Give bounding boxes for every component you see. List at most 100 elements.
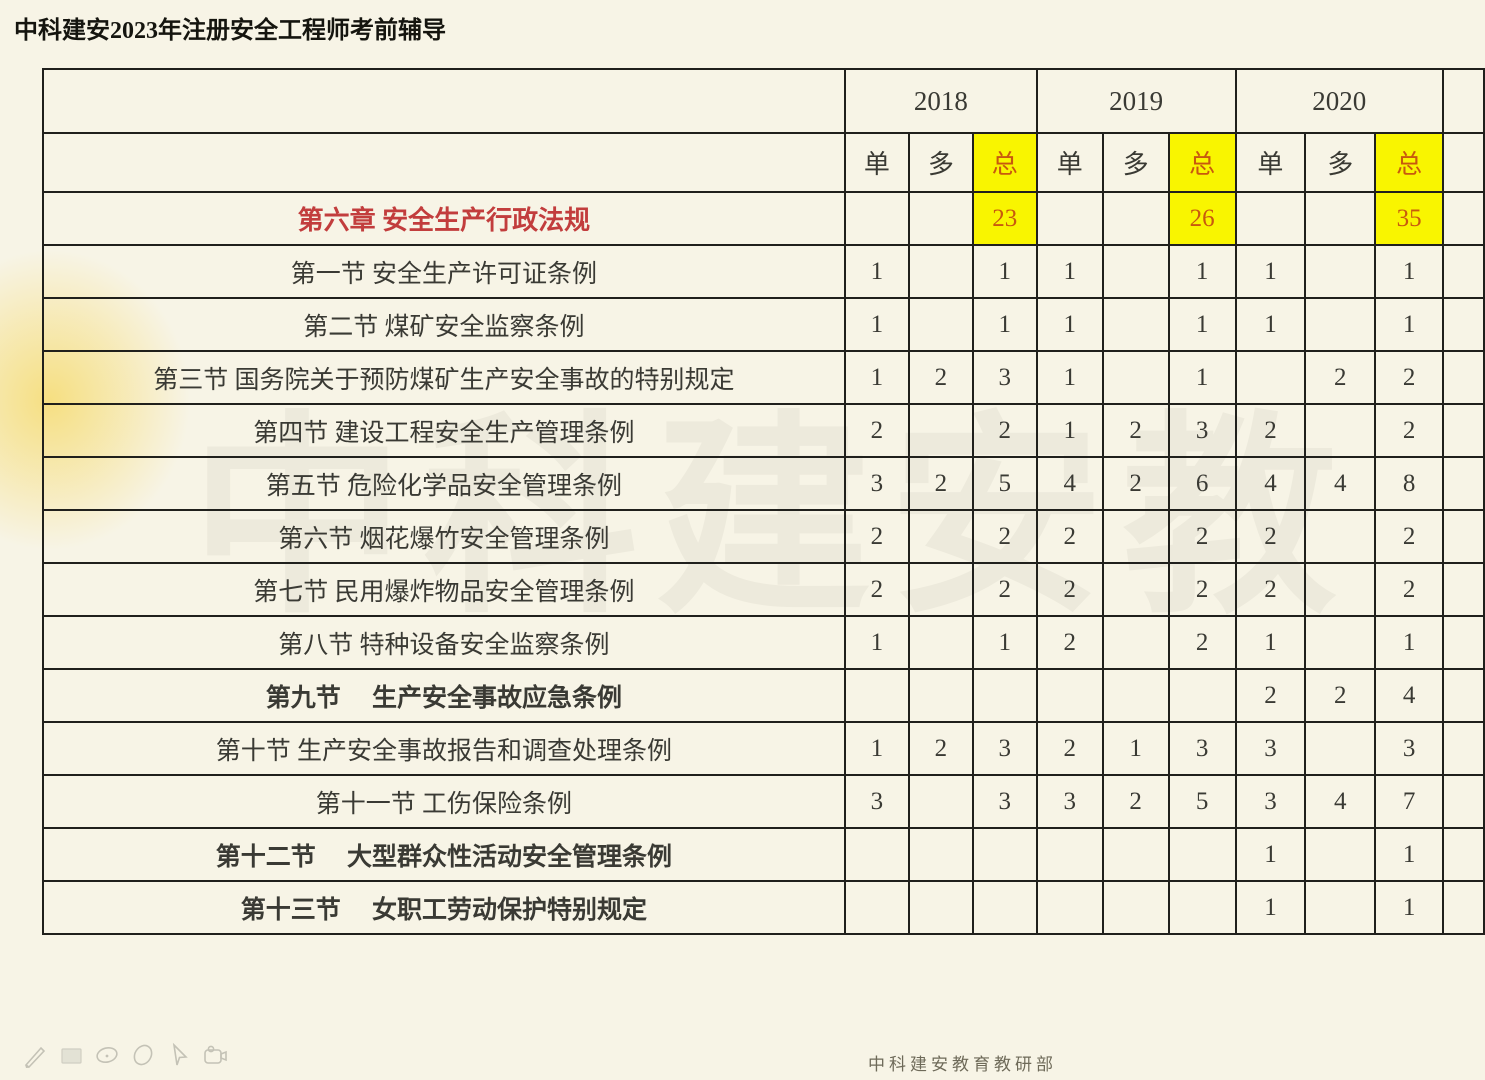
table-row: 第一节 安全生产许可证条例 1 1 1 1 1 1 [42, 244, 1485, 299]
value-cell: 2 [971, 562, 1038, 617]
exam-stats-table: 2018 2019 2020 单 多 总 单 多 总 单 多 总 第六章 安全生… [42, 68, 1485, 935]
value-cell: 2 [1234, 562, 1307, 617]
corner-cell [42, 132, 846, 193]
value-cell: 2 [1035, 509, 1104, 564]
value-cell: 2 [1234, 403, 1307, 458]
value-cell [971, 827, 1038, 882]
value-cell: 1 [1234, 244, 1307, 299]
value-cell [1035, 191, 1104, 246]
value-cell [907, 509, 974, 564]
value-cell: 2 [1035, 615, 1104, 670]
value-cell [1101, 297, 1170, 352]
value-cell: 3 [971, 350, 1038, 405]
table-row: 第三节 国务院关于预防煤矿生产安全事故的特别规定 1 2 3 1 1 2 2 [42, 350, 1485, 405]
subheader-multi: 多 [1304, 132, 1377, 193]
value-cell: 3 [1234, 774, 1307, 829]
value-cell: 1 [1374, 297, 1445, 352]
table-row: 第十二节 大型群众性活动安全管理条例 1 1 [42, 827, 1485, 882]
value-cell: 2 [843, 562, 910, 617]
value-cell: 2 [1035, 721, 1104, 776]
table-row: 第四节 建设工程安全生产管理条例 2 2 1 2 3 2 2 [42, 403, 1485, 458]
partial-cell [1442, 244, 1485, 299]
value-cell: 1 [1234, 297, 1307, 352]
value-cell: 2 [1167, 509, 1237, 564]
value-cell: 1 [1374, 615, 1445, 670]
table-row: 第七节 民用爆炸物品安全管理条例 2 2 2 2 2 2 [42, 562, 1485, 617]
eraser-icon[interactable] [130, 1042, 157, 1069]
value-cell: 2 [1304, 350, 1377, 405]
value-cell [1101, 827, 1170, 882]
value-cell: 2 [971, 509, 1038, 564]
value-cell: 3 [1167, 721, 1237, 776]
value-cell: 5 [971, 456, 1038, 511]
value-cell: 2 [1035, 562, 1104, 617]
camera-icon[interactable] [202, 1042, 229, 1069]
table-body: 第六章 安全生产行政法规 23 26 35 第一节 安全生产许可证条例 1 1 1 1 1 1 第二节… [42, 191, 1485, 935]
value-cell [907, 244, 974, 299]
table-row: 第六节 烟花爆竹安全管理条例 2 2 2 2 2 2 [42, 509, 1485, 564]
value-cell: 2 [907, 350, 974, 405]
partial-cell [1442, 403, 1485, 458]
partial-cell [1442, 721, 1485, 776]
value-cell [1304, 297, 1377, 352]
value-cell: 4 [1374, 668, 1445, 723]
corner-cell [42, 68, 846, 134]
value-cell: 5 [1167, 774, 1237, 829]
value-cell: 3 [1167, 403, 1237, 458]
value-cell [1304, 509, 1377, 564]
partial-cell [1442, 880, 1485, 935]
value-cell: 2 [1374, 509, 1445, 564]
value-cell: 1 [1234, 615, 1307, 670]
table-row: 第十节 生产安全事故报告和调查处理条例 1 2 3 2 1 3 3 3 [42, 721, 1485, 776]
value-cell: 2 [1234, 668, 1307, 723]
value-cell: 1 [843, 297, 910, 352]
value-cell [843, 668, 910, 723]
cursor-icon[interactable] [166, 1042, 193, 1069]
value-cell: 8 [1374, 456, 1445, 511]
value-cell [907, 562, 974, 617]
partial-column-header [1442, 68, 1485, 134]
value-cell [907, 827, 974, 882]
footer-text: 中科建安教育教研部 [868, 1055, 1057, 1074]
value-cell [1035, 668, 1104, 723]
value-cell: 1 [843, 721, 910, 776]
value-cell [1304, 191, 1377, 246]
value-cell: 1 [1101, 721, 1170, 776]
subheader-multi: 多 [1101, 132, 1170, 193]
value-cell: 35 [1374, 191, 1445, 246]
value-cell [971, 880, 1038, 935]
partial-cell [1442, 456, 1485, 511]
value-cell [843, 827, 910, 882]
year-header-2018: 2018 [843, 68, 1038, 134]
pencil-icon[interactable] [22, 1042, 49, 1069]
value-cell [1304, 721, 1377, 776]
partial-cell [1442, 668, 1485, 723]
value-cell [1101, 668, 1170, 723]
value-cell: 1 [971, 615, 1038, 670]
row-label: 第六节 烟花爆竹安全管理条例 [42, 509, 846, 564]
row-label: 第十一节 工伤保险条例 [42, 774, 846, 829]
subheader-single: 单 [1234, 132, 1307, 193]
value-cell [1101, 562, 1170, 617]
value-cell [971, 668, 1038, 723]
value-cell: 1 [971, 297, 1038, 352]
rectangle-icon[interactable] [58, 1042, 85, 1069]
table-row: 第八节 特种设备安全监察条例 1 1 2 2 1 1 [42, 615, 1485, 670]
value-cell: 3 [1374, 721, 1445, 776]
ellipse-icon[interactable] [94, 1042, 121, 1069]
table-row: 第五节 危险化学品安全管理条例 3 2 5 4 2 6 4 4 8 [42, 456, 1485, 511]
value-cell: 1 [1167, 244, 1237, 299]
row-label: 第一节 安全生产许可证条例 [42, 244, 846, 299]
subheader-row: 单 多 总 单 多 总 单 多 总 [42, 132, 1485, 193]
value-cell [907, 297, 974, 352]
partial-cell [1442, 615, 1485, 670]
value-cell: 4 [1035, 456, 1104, 511]
subheader-multi: 多 [907, 132, 974, 193]
value-cell: 2 [1304, 668, 1377, 723]
subheader-single: 单 [843, 132, 910, 193]
value-cell: 2 [843, 403, 910, 458]
table-row: 第九节 生产安全事故应急条例 2 2 4 [42, 668, 1485, 723]
value-cell: 2 [971, 403, 1038, 458]
page-title: 中科建安2023年注册安全工程师考前辅导 [14, 18, 446, 44]
subheader-total: 总 [1374, 132, 1445, 193]
